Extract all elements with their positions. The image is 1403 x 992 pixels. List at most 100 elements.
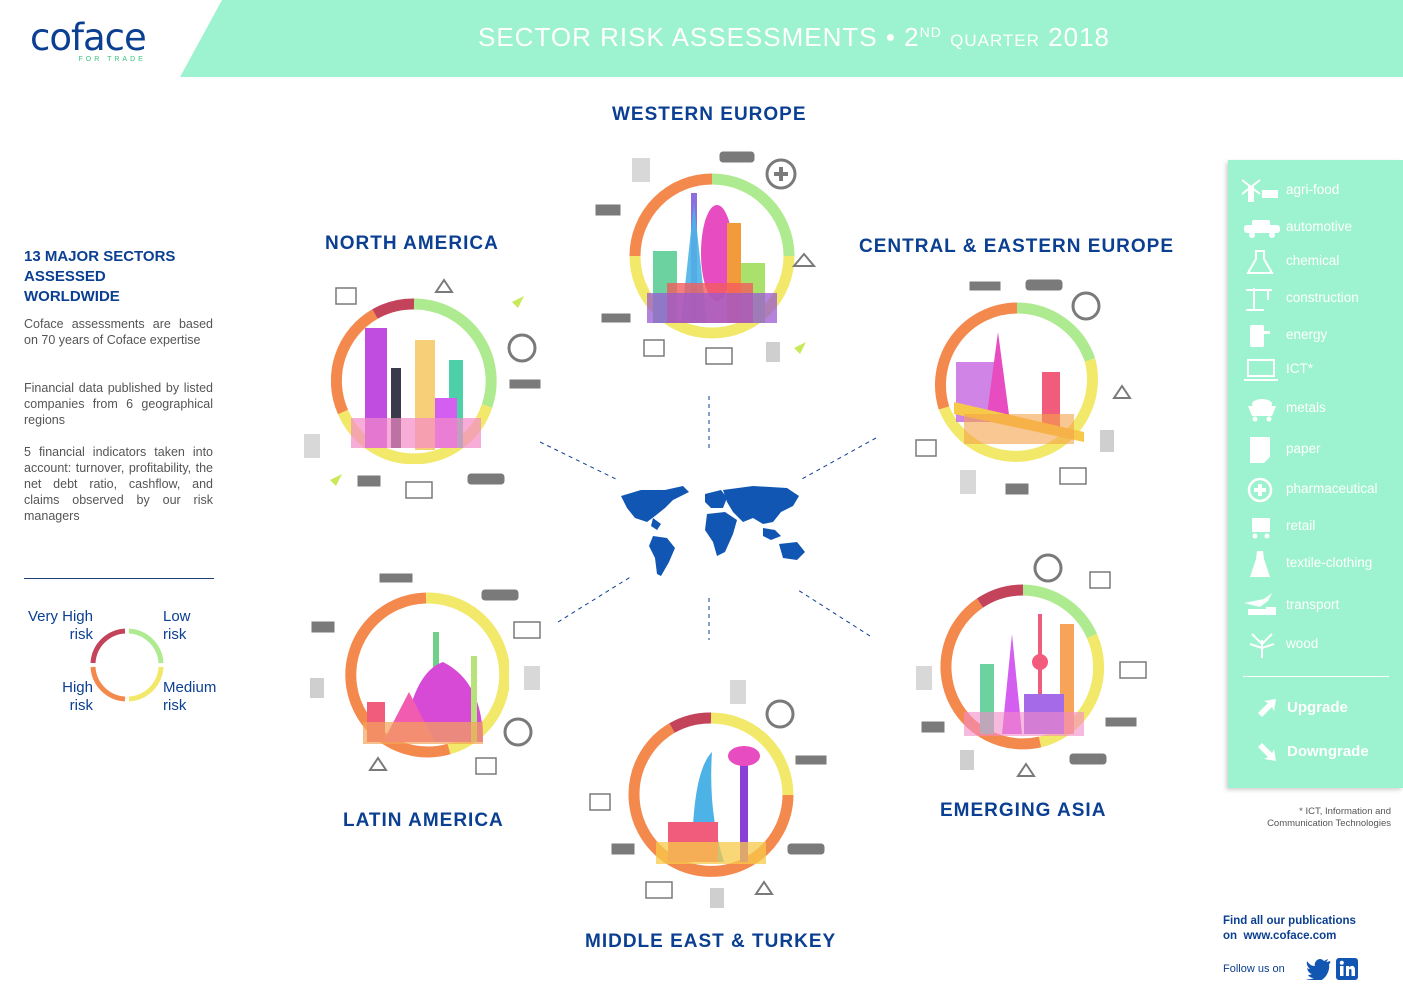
upgrade-icon (512, 296, 524, 308)
title-ordinal: ND (919, 24, 942, 40)
sector-item-textile-clothing[interactable]: textile-clothing (1228, 549, 1403, 579)
sector-item-chemical[interactable]: chemical (1228, 247, 1403, 277)
flask-icon (1016, 762, 1036, 777)
laptop-icon (705, 347, 733, 365)
sector-item-wood[interactable]: wood (1228, 630, 1403, 660)
sector-item-automotive[interactable]: automotive (1228, 213, 1403, 243)
sector-label: agri-food (1286, 182, 1340, 197)
car-icon (1244, 220, 1280, 238)
laptop-icon (513, 621, 541, 639)
paper-icon (1250, 437, 1270, 463)
website-link[interactable]: www.coface.com (1243, 930, 1337, 942)
follow-us: Follow us on (1223, 963, 1285, 975)
laptop-icon (1059, 467, 1087, 485)
fuel-pump-icon (766, 342, 780, 362)
sector-item-pharmaceutical[interactable]: pharmaceutical (1228, 475, 1403, 505)
world-map (621, 486, 805, 576)
sectors-heading: 13 MAJOR SECTORS ASSESSED WORLDWIDE (24, 247, 224, 307)
publications-line: Find all our publications (1223, 915, 1356, 927)
title-main: SECTOR RISK ASSESSMENTS • 2 (478, 22, 920, 52)
laptop-icon (1119, 661, 1147, 679)
ore-cart-icon (921, 721, 945, 733)
flask-icon (1112, 384, 1132, 399)
latin-america-skyline (363, 632, 483, 744)
latin-america-risk-ring[interactable] (343, 592, 509, 758)
intro-paragraph: Coface assessments are based on 70 years… (24, 317, 213, 347)
sector-label: textile-clothing (1286, 555, 1373, 570)
paper-icon (632, 158, 650, 182)
legend-low-label: Low risk (163, 608, 191, 644)
sector-label: chemical (1286, 253, 1340, 268)
laptop-icon (405, 481, 433, 499)
sector-item-agri-food[interactable]: agri-food (1228, 176, 1403, 206)
upgrade-arrow-icon (1258, 699, 1276, 717)
shopping-cart-icon (589, 793, 611, 811)
shopping-cart-icon (1252, 518, 1270, 539)
sector-label: automotive (1286, 219, 1353, 234)
sector-item-transport[interactable]: transport (1228, 591, 1403, 621)
sector-item-ict[interactable]: ICT* (1228, 355, 1403, 385)
dress-icon (1250, 551, 1270, 577)
legend-medium-label: Medium risk (163, 679, 216, 715)
flask-icon (368, 756, 388, 771)
car-icon (1025, 279, 1063, 291)
title-quarter: QUARTER (950, 31, 1040, 50)
shopping-cart-icon (1089, 571, 1111, 589)
plane-truck-icon (1244, 593, 1276, 615)
legend-line: Very High (27, 608, 93, 625)
western-europe-risk-ring[interactable] (629, 173, 795, 339)
legend-line: risk (69, 697, 93, 714)
downgrade-arrow-icon (1258, 743, 1276, 761)
sector-icon-cluster (304, 151, 1147, 908)
plane-truck-icon (969, 281, 1001, 291)
upgrade-label: Upgrade (1287, 699, 1348, 716)
sector-item-retail[interactable]: retail (1228, 512, 1403, 542)
fuel-pump-icon (710, 888, 724, 908)
sector-item-construction[interactable]: construction (1228, 284, 1403, 314)
central-eastern-europe-risk-ring[interactable] (934, 302, 1100, 468)
car-icon (719, 151, 755, 163)
plane-truck-icon (509, 379, 541, 389)
panel-divider (1243, 676, 1389, 677)
middle-east-turkey-risk-ring[interactable] (628, 712, 794, 878)
region-title-western-europe: WESTERN EUROPE (612, 104, 807, 125)
sector-label: energy (1286, 327, 1328, 342)
ore-cart-icon (611, 843, 635, 855)
shopping-cart-icon (915, 439, 937, 457)
sector-label: ICT* (1286, 361, 1313, 376)
ict-footnote: * ICT, Information and Communication Tec… (1228, 806, 1391, 830)
sector-item-energy[interactable]: energy (1228, 321, 1403, 351)
sector-item-paper[interactable]: paper (1228, 435, 1403, 465)
logo-wordmark: coface (30, 16, 147, 59)
region-title-emerging-asia: EMERGING ASIA (940, 800, 1107, 821)
page-title: SECTOR RISK ASSESSMENTS • 2ND QUARTER 20… (478, 22, 1110, 53)
legend-line: risk (163, 697, 187, 714)
fuel-pump-icon (1100, 430, 1114, 452)
sector-label: metals (1286, 400, 1326, 415)
shopping-cart-icon (475, 757, 497, 775)
sector-item-metals[interactable]: metals (1228, 394, 1403, 424)
central-eastern-europe-skyline (954, 332, 1084, 444)
medical-cross-icon (1247, 477, 1273, 503)
fuel-pump-icon (310, 678, 324, 698)
flask-icon (754, 880, 774, 895)
coface-logo[interactable]: coface FOR TRADE (30, 16, 147, 64)
medical-cross-icon (1071, 291, 1101, 321)
footnote-line: * ICT, Information and (1299, 806, 1391, 817)
ore-cart-icon (357, 475, 381, 487)
paper-icon (916, 666, 932, 690)
heading-line: 13 MAJOR SECTORS (24, 248, 176, 265)
emerging-asia-risk-ring[interactable] (940, 584, 1106, 750)
laptop-icon (1244, 359, 1278, 381)
paper-icon (304, 434, 320, 458)
linkedin-icon[interactable] (1336, 958, 1358, 980)
publications-prefix: on (1223, 930, 1238, 942)
legend-high-label: High risk (19, 679, 93, 715)
sector-legend-panel: agri-food automotive chemical constructi… (1228, 160, 1403, 788)
publications-note: Find all our publications on www.coface.… (1223, 914, 1356, 944)
paper-icon (730, 680, 746, 704)
north-america-risk-ring[interactable] (331, 298, 497, 464)
tree-icon (1249, 633, 1275, 658)
twitter-icon[interactable] (1306, 958, 1332, 980)
medical-cross-icon (765, 158, 797, 190)
